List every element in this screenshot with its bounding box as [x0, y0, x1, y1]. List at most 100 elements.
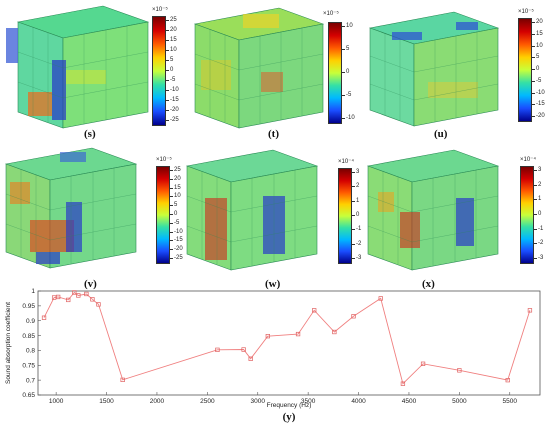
x-tick-label: 4000	[351, 398, 366, 405]
colorbar-tick-label: -3	[533, 255, 544, 261]
colorbar-tick-label: -10	[532, 89, 545, 96]
colorbar-tick-label: 20	[166, 27, 177, 33]
data-point	[248, 356, 253, 361]
colorbar-v	[156, 166, 170, 264]
colorbar-tick-label: -10	[342, 115, 355, 121]
colorbar-exponent-u: ×10⁻⁵	[518, 9, 534, 15]
colorbar-tick-label: 3	[351, 169, 360, 175]
colorbar-tick-label: 5	[341, 46, 350, 52]
data-point	[265, 334, 270, 339]
colorbar-tick-label: 10	[532, 42, 543, 49]
x-tick-label: 2000	[150, 398, 165, 405]
cube-render-s	[6, 5, 150, 129]
colorbar-tick-label: 20	[532, 19, 543, 25]
y-tick-label: 0.7	[26, 377, 35, 384]
data-point	[41, 315, 47, 320]
colorbar-tick-label: 3	[533, 167, 542, 173]
data-point	[76, 293, 81, 298]
x-tick-label: 4500	[402, 398, 417, 405]
colorbar-tick-label: -15	[170, 237, 183, 244]
panel-label-x: (x)	[422, 278, 435, 290]
series-line	[43, 291, 531, 385]
cube-render-x	[366, 149, 500, 271]
colorbar-tick-label: -15	[166, 97, 179, 103]
panel-label-w: (w)	[265, 278, 281, 290]
colorbar-tick-label: 1	[533, 196, 542, 203]
colorbar-tick-label: -5	[341, 92, 352, 98]
colorbar-tick-label: -3	[351, 255, 362, 261]
panel-label-v: (v)	[84, 278, 97, 290]
colorbar-exponent-w: ×10⁻⁴	[338, 159, 354, 165]
colorbar-tick-label: 0	[341, 69, 350, 75]
colorbar-tick-label: -15	[532, 101, 545, 108]
colorbar-tick-label: 20	[170, 175, 181, 182]
data-point	[241, 347, 246, 352]
colorbar-tick-label: -20	[170, 246, 183, 253]
x-axis-label: Frequency (Hz)	[267, 402, 312, 409]
data-point	[527, 308, 533, 313]
data-point	[51, 295, 57, 300]
cube-render-w	[185, 149, 319, 271]
colorbar-tick-label: 0	[351, 212, 360, 218]
y-tick-label: 0.9	[26, 318, 35, 325]
x-tick-label: 1500	[99, 398, 114, 405]
y-tick-label: 0.85	[22, 333, 35, 340]
colorbar-tick-label: 25	[166, 17, 177, 23]
panel-label-s: (s)	[84, 128, 96, 140]
data-point	[84, 291, 89, 297]
data-point	[457, 368, 462, 373]
colorbar-tick-label: 15	[166, 37, 177, 43]
x-tick-label: 3500	[301, 398, 316, 405]
data-point	[120, 377, 125, 382]
data-point	[351, 314, 356, 319]
y-tick-label: 0.75	[22, 362, 35, 369]
colorbar-tick-label: -1	[533, 225, 544, 232]
colorbar-tick-label: 15	[532, 30, 543, 37]
x-tick-label: 3000	[251, 398, 266, 405]
colorbar-tick-label: 0	[531, 66, 540, 72]
colorbar-t	[328, 22, 342, 124]
colorbar-w	[338, 168, 352, 264]
x-tick-label: 5500	[503, 398, 518, 405]
colorbar-tick-label: 5	[531, 54, 540, 61]
colorbar-exponent-v: ×10⁻⁵	[156, 157, 172, 163]
data-point	[66, 297, 71, 303]
data-point	[332, 329, 337, 335]
y-axis-label: Sound absorption coefficient	[5, 302, 12, 384]
data-point	[96, 302, 101, 307]
y-tick-label: 0.65	[22, 392, 35, 399]
data-point	[215, 347, 220, 352]
colorbar-tick-label: 10	[342, 23, 353, 29]
data-point	[295, 331, 301, 337]
colorbar-exponent-t: ×10⁻⁵	[323, 11, 339, 17]
y-tick-labels: 0.650.70.750.80.850.90.951	[22, 288, 41, 399]
series-markers	[41, 290, 533, 386]
panel-t: ×10⁻⁵ (t) 10 5 0 -5 -10	[183, 0, 366, 140]
data-point	[378, 296, 383, 301]
plot-frame	[37, 290, 541, 396]
panel-s: ×10⁻⁵ (s) 25 20 15 10 5 0 -5 -10 -15 -20 -25	[0, 0, 183, 140]
data-point	[400, 381, 406, 386]
colorbar-tick-label: -25	[166, 117, 179, 123]
colorbar-tick-label: -20	[532, 113, 545, 119]
data-point	[312, 308, 317, 313]
cube-render-t	[193, 7, 325, 129]
panel-label-t: (t)	[268, 128, 279, 140]
colorbar-tick-label: 5	[165, 57, 174, 63]
x-tick-label: 1000	[49, 398, 64, 405]
colorbar-tick-label: 2	[533, 181, 542, 188]
panel-label-u: (u)	[434, 128, 448, 140]
colorbar-tick-label: -25	[170, 255, 183, 261]
colorbar-tick-label: -5	[531, 77, 542, 84]
panel-w: ×10⁻⁴ (w) 3 2 1 0 -1 -2 -3	[183, 142, 366, 290]
colorbar-tick-label: 2	[351, 183, 360, 190]
chart-panel-label: (y)	[283, 411, 296, 423]
colorbar-tick-label: -20	[166, 107, 179, 113]
colorbar-tick-label: 10	[166, 47, 177, 53]
colorbar-tick-label: 15	[170, 184, 181, 191]
colorbar-tick-label: 0	[165, 67, 174, 73]
panel-v: ×10⁻⁵ (v) 25 20 15 10 5 0 -5 -10 -15 -20 -25	[0, 142, 183, 290]
panel-u: ×10⁻⁵ (u) 20 15 10 5 0 -5 -10 -15 -20	[366, 0, 550, 140]
y-tick-label: 0.8	[26, 348, 35, 355]
data-point	[56, 294, 61, 300]
